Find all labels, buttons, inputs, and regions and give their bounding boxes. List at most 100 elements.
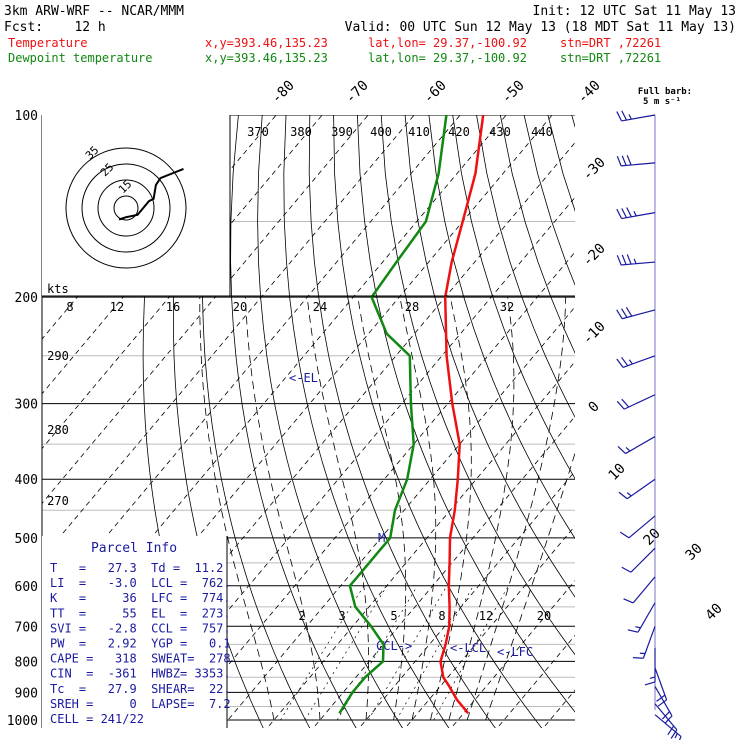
isotherm-label: -70 <box>343 78 372 107</box>
wind-barb-feather <box>616 255 622 266</box>
wind-barb-half-feather <box>628 114 632 120</box>
wind-barb-staff <box>621 114 656 122</box>
isotherm-label: -20 <box>580 241 609 270</box>
wind-barb-feather <box>619 531 630 539</box>
dry-adiabat <box>308 115 496 728</box>
wind-barb-staff <box>621 212 656 220</box>
wind-barb-feather <box>616 208 623 219</box>
pressure-label: 700 <box>15 620 38 635</box>
dry-adiabat <box>643 115 740 733</box>
wind-barb-feather <box>626 155 632 166</box>
pressure-label: 100 <box>15 109 38 124</box>
wind-barb-staff <box>628 515 656 539</box>
wind-barb-feather <box>617 445 626 454</box>
wind-barb-half-feather <box>633 258 637 264</box>
temp-label: Temperature <box>8 36 87 50</box>
wind-barb-feather <box>620 308 628 318</box>
parcel-info-panel <box>42 536 227 728</box>
mixing-ratio-label: 2 <box>298 609 305 623</box>
moist-adiabat <box>466 297 567 721</box>
wind-barb <box>616 207 656 220</box>
isotherm <box>174 251 575 728</box>
mixing-ratio-line <box>396 585 474 721</box>
wind-barb <box>616 394 656 410</box>
wind-barb-staff <box>632 576 656 604</box>
parcel-info-row: PW = 2.92 YGP = 0.1 <box>50 637 231 651</box>
isotherm-label: 40 <box>703 601 726 624</box>
dry-adiabat <box>428 115 575 540</box>
temp-stn: stn=DRT ,72261 <box>560 36 661 50</box>
dew-stn: stn=DRT ,72261 <box>560 51 661 65</box>
isotherm <box>42 115 369 504</box>
wind-barb-staff <box>625 436 656 455</box>
theta-e-label: 270 <box>47 494 69 508</box>
sounding-annotation: <-EL <box>289 371 318 385</box>
dry-adiabat <box>596 115 740 733</box>
dry-adiabat <box>230 115 357 728</box>
wind-barb-staff <box>630 547 656 573</box>
theta-label: 370 <box>247 125 269 139</box>
theta-e-label: 280 <box>47 423 69 437</box>
header-fcst: Fcst: 12 h <box>4 20 106 35</box>
wind-barb-staff <box>623 394 656 410</box>
hodograph-axis-label: 28 <box>405 300 419 314</box>
parcel-info-row: K = 36 LFC = 774. <box>50 591 231 605</box>
wind-barb-half-feather <box>674 733 678 739</box>
wind-barb <box>619 515 656 539</box>
sounding-annotation: <-LCL <box>450 641 486 655</box>
wind-barb <box>617 436 656 455</box>
dry-adiabat <box>202 115 311 728</box>
pressure-label: 600 <box>15 580 38 595</box>
theta-label: 410 <box>408 125 430 139</box>
theta-label: 390 <box>331 125 353 139</box>
moist-adiabat <box>399 297 437 721</box>
pressure-label: 400 <box>15 473 38 488</box>
sounding-annotation: M <box>378 531 385 545</box>
wind-barb-staff <box>654 686 673 717</box>
wind-barb-half-feather <box>649 676 656 679</box>
wind-barb-feather <box>621 110 627 121</box>
isotherm <box>266 361 575 728</box>
wind-barb-staff <box>622 309 656 320</box>
parcel-info-row: CAPE = 318 SWEAT= 278 <box>50 652 231 666</box>
parcel-info-row: CIN = -361 HWBZ= 3353. <box>50 667 231 681</box>
barb-legend-unit: 5 m s⁻¹ <box>643 97 681 107</box>
isotherm <box>450 580 575 728</box>
wind-barb-half-feather <box>628 359 633 365</box>
hodograph-ring <box>65 147 187 269</box>
wind-barb <box>623 576 656 604</box>
parcel-info-row: LI = -3.0 LCL = 762. <box>50 576 231 590</box>
wind-barb-half-feather <box>635 626 641 629</box>
parcel-info-title: Parcel Info <box>91 541 177 556</box>
wind-barb <box>654 714 682 740</box>
moist-adiabat <box>245 297 321 721</box>
hodograph-ring <box>97 179 155 237</box>
dry-adiabat <box>357 115 575 713</box>
dry-adiabat <box>571 115 575 129</box>
isotherm <box>496 634 575 728</box>
mixing-ratio-label: 8 <box>438 609 445 623</box>
wind-barb-feather <box>621 254 627 265</box>
temp-latlon: lat,lon= 29.37,-100.92 <box>368 36 527 50</box>
dry-adiabat <box>333 115 543 728</box>
hodograph-axis-label: 8 <box>66 300 73 314</box>
wind-barb <box>616 155 656 167</box>
dewpoint-line <box>338 115 448 714</box>
pressure-label: 900 <box>15 686 38 701</box>
wind-barb-staff <box>622 355 656 368</box>
isotherm <box>404 525 575 728</box>
theta-label: 420 <box>448 125 470 139</box>
dew-latlon: lat,lon= 29.37,-100.92 <box>368 51 527 65</box>
hodograph-ring <box>113 195 139 221</box>
isotherm-label: -50 <box>499 78 528 107</box>
wind-barb <box>616 355 656 368</box>
isotherm-label: -10 <box>580 319 609 348</box>
dry-adiabat <box>691 115 740 733</box>
dry-adiabat <box>257 115 403 728</box>
isotherm <box>358 470 575 728</box>
temperature-line <box>439 115 485 715</box>
isotherm-label: -40 <box>575 78 604 107</box>
hodograph-ring <box>81 163 171 253</box>
dew-label: Dewpoint temperature <box>8 51 153 65</box>
